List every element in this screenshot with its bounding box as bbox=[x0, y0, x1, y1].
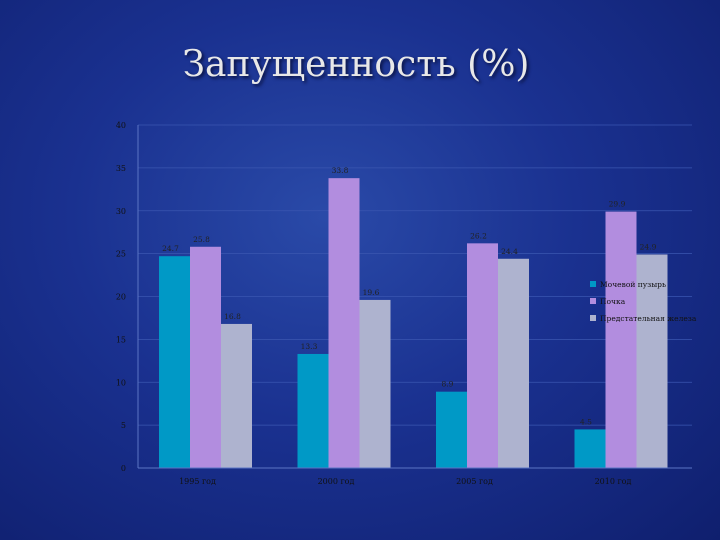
data-label: 13.3 bbox=[301, 342, 318, 351]
y-axis: 0 5 10 15 20 25 30 35 40 bbox=[116, 121, 139, 473]
bar bbox=[159, 256, 190, 468]
y-tick-label: 25 bbox=[116, 250, 126, 259]
legend: Мочевой пузырь Почка Предстательная железа bbox=[590, 280, 697, 323]
bar bbox=[605, 211, 637, 469]
y-tick-label: 20 bbox=[116, 293, 126, 302]
bars bbox=[159, 178, 668, 469]
y-tick-label: 40 bbox=[116, 121, 126, 130]
bar bbox=[498, 258, 529, 468]
y-tick-label: 0 bbox=[121, 464, 126, 473]
data-label: 24.7 bbox=[162, 244, 179, 253]
data-label: 16.8 bbox=[224, 312, 241, 321]
legend-label: Почка bbox=[600, 297, 626, 306]
legend-label: Мочевой пузырь bbox=[600, 280, 666, 289]
x-axis: 1995 год 2000 год 2005 год 2010 год bbox=[138, 467, 692, 486]
bar bbox=[328, 178, 360, 469]
bar bbox=[190, 246, 221, 468]
bar bbox=[436, 391, 467, 468]
legend-swatch bbox=[590, 315, 596, 321]
legend-label: Предстательная железа bbox=[600, 314, 697, 323]
bar bbox=[221, 323, 252, 468]
bar bbox=[636, 254, 668, 468]
data-labels: 24.7 25.8 16.8 13.3 33.8 19.6 8.9 26.2 24.4 4.5 29… bbox=[162, 166, 656, 426]
y-tick-label: 5 bbox=[121, 421, 126, 430]
legend-swatch bbox=[590, 298, 596, 304]
legend-swatch bbox=[590, 281, 596, 287]
data-label: 4.5 bbox=[580, 417, 592, 426]
bar bbox=[359, 299, 391, 468]
bar bbox=[297, 353, 329, 468]
y-tick-label: 15 bbox=[116, 335, 126, 344]
x-tick-label: 2010 год bbox=[595, 477, 632, 486]
slide-title: Запущенность (%) bbox=[182, 44, 530, 85]
data-label: 24.4 bbox=[501, 247, 518, 256]
data-label: 19.6 bbox=[363, 288, 380, 297]
data-label: 29.9 bbox=[609, 200, 626, 209]
x-tick-label: 1995 год bbox=[179, 477, 216, 486]
bar bbox=[574, 429, 606, 468]
x-tick-label: 2005 год bbox=[456, 477, 493, 486]
bar bbox=[467, 243, 498, 468]
data-label: 33.8 bbox=[332, 166, 349, 175]
data-label: 26.2 bbox=[470, 231, 487, 240]
data-label: 25.8 bbox=[193, 235, 210, 244]
x-tick-label: 2000 год bbox=[318, 477, 355, 486]
data-label: 8.9 bbox=[442, 380, 454, 389]
y-tick-label: 30 bbox=[116, 207, 126, 216]
data-label: 24.9 bbox=[640, 242, 657, 251]
y-tick-label: 10 bbox=[116, 378, 126, 387]
y-tick-label: 35 bbox=[116, 164, 126, 173]
